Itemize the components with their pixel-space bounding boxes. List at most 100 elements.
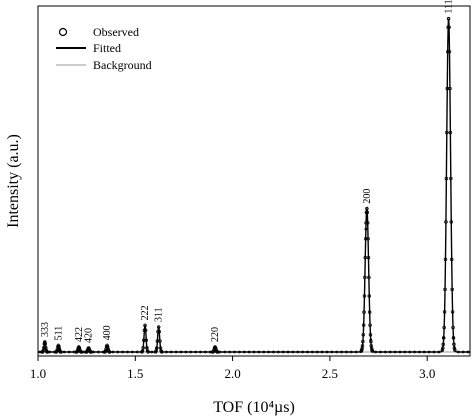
observed-point [440, 348, 445, 352]
observed-point [413, 350, 416, 354]
observed-point [213, 345, 217, 349]
observed-point [442, 325, 446, 330]
peak-label-222: 222 [140, 305, 151, 320]
observed-point [306, 350, 309, 354]
legend-observed-label: Observed [93, 25, 139, 39]
observed-point [158, 339, 162, 343]
observed-point [363, 236, 368, 241]
observed-point [448, 130, 453, 135]
observed-point [238, 350, 241, 354]
observed-point [189, 350, 193, 354]
observed-point [456, 350, 460, 354]
observed-point [135, 350, 139, 354]
observed-point [257, 350, 261, 354]
observed-point [366, 255, 371, 260]
observed-point [267, 350, 270, 354]
observed-point [62, 350, 66, 354]
observed-point [445, 49, 450, 54]
legend-fitted-label: Fitted [93, 41, 121, 55]
observed-point [199, 350, 202, 354]
observed-point [48, 350, 52, 354]
observed-point [422, 350, 426, 354]
x-axis-title: TOF (10⁴µs) [213, 399, 295, 416]
observed-point [272, 350, 275, 354]
peak-label-311: 311 [154, 307, 165, 322]
observed-point [82, 350, 86, 354]
observed-point [367, 275, 371, 280]
observed-point [160, 350, 163, 354]
observed-point [364, 227, 368, 231]
observed-point [359, 348, 364, 353]
observed-point [169, 350, 173, 354]
observed-point [449, 220, 454, 224]
y-axis-title: Intensity (a.u.) [5, 134, 22, 228]
observed-point [325, 350, 329, 354]
observed-point [281, 350, 285, 354]
observed-point [447, 25, 451, 30]
observed-point [442, 335, 446, 339]
observed-point [144, 338, 149, 343]
observed-point [262, 350, 266, 354]
observed-point [301, 350, 305, 354]
observed-point [42, 345, 46, 350]
observed-point [142, 328, 147, 333]
observed-point [156, 325, 161, 329]
x-axis-ticks: 1.0 1.5 2.0 2.5 3.0 [30, 356, 435, 381]
observed-point [444, 176, 449, 181]
observed-point [106, 347, 110, 351]
observed-point [340, 350, 343, 354]
observed-point [449, 176, 453, 181]
observed-point [444, 220, 448, 224]
observed-point [451, 325, 455, 330]
observed-point [228, 350, 232, 354]
observed-point [450, 287, 454, 292]
observed-point [452, 342, 456, 347]
observed-point [141, 346, 145, 350]
observed-point [374, 350, 378, 354]
observed-point [252, 350, 256, 354]
plot-frame [37, 5, 471, 357]
observed-point [362, 294, 367, 298]
observed-point [443, 257, 448, 262]
x-tick-label: 2.0 [224, 366, 240, 381]
observed-point [368, 323, 372, 327]
observed-point [116, 350, 120, 354]
fitted-line [38, 18, 470, 353]
observed-point [441, 346, 445, 350]
observed-point [179, 350, 183, 354]
observed-point [58, 347, 61, 351]
observed-point [345, 350, 348, 354]
observed-point [441, 342, 446, 347]
observed-point [379, 350, 382, 354]
observed-point [286, 350, 290, 354]
observed-point [450, 310, 455, 314]
observed-point [233, 350, 236, 354]
observed-point [359, 350, 363, 353]
observed-point [364, 221, 368, 225]
observed-point [153, 350, 158, 354]
observed-point [223, 350, 227, 354]
observed-point [363, 275, 367, 280]
observed-point [369, 339, 373, 344]
observed-point [452, 335, 455, 339]
observed-point [174, 350, 178, 354]
observed-point [365, 210, 370, 215]
observed-point [87, 346, 90, 350]
observed-point [156, 329, 160, 334]
observed-point [38, 350, 42, 354]
observed-point [121, 350, 125, 354]
observed-point [291, 350, 295, 354]
legend-background-label: Background [93, 58, 152, 72]
legend: Observed Fitted Background [56, 25, 152, 72]
peak-label-511: 511 [53, 326, 64, 341]
peak-label-111: 111 [444, 0, 455, 14]
observed-point [330, 350, 334, 354]
observed-point [335, 350, 339, 354]
observed-point [361, 332, 366, 337]
observed-point [310, 350, 314, 354]
observed-point [360, 344, 365, 348]
observed-point [427, 350, 431, 354]
observed-point [320, 350, 324, 354]
observed-point [155, 347, 159, 351]
observed-point [383, 350, 387, 354]
